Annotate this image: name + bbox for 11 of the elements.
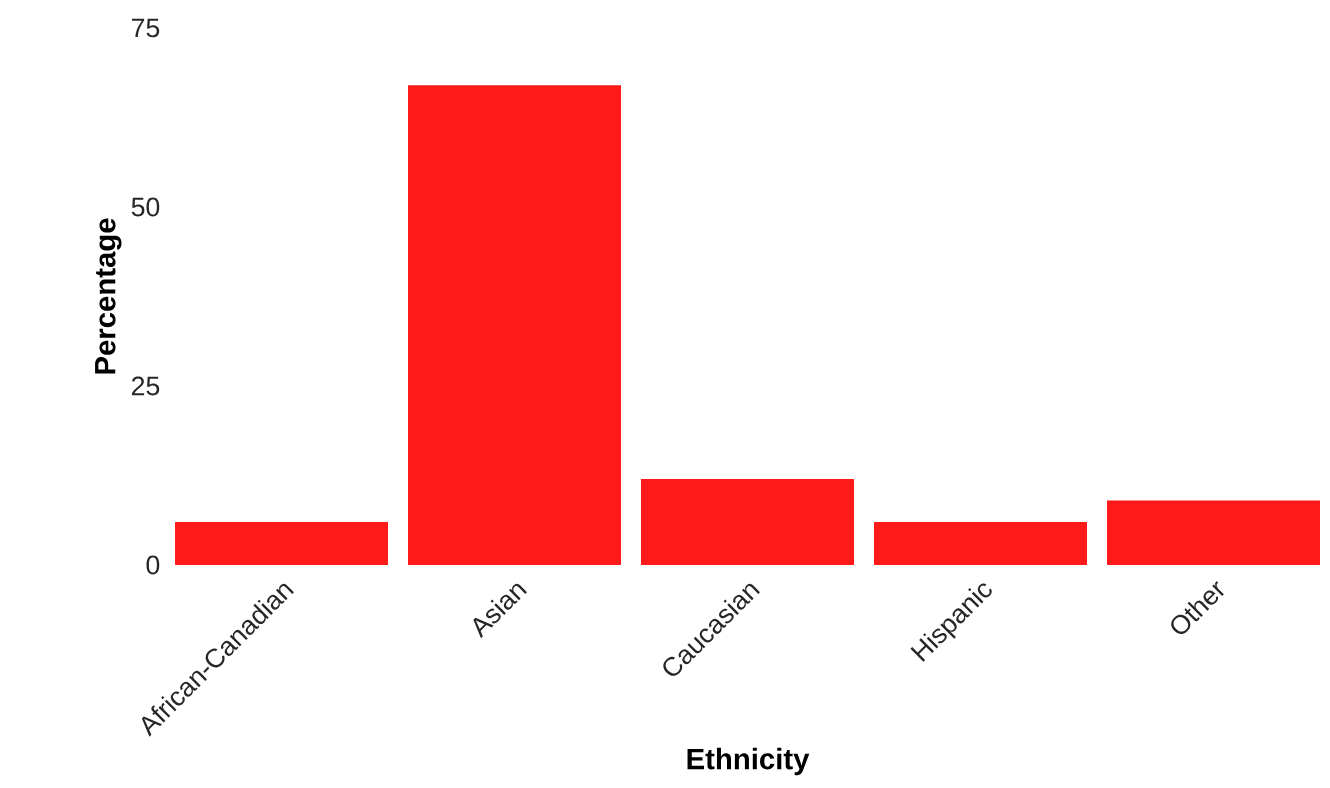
y-tick-label: 50: [131, 197, 160, 217]
bar: [641, 479, 855, 565]
x-axis-title: Ethnicity: [687, 747, 810, 776]
y-tick-label: 75: [132, 18, 160, 38]
y-tick-label: 25: [131, 376, 160, 396]
y-tick-label: 0: [146, 555, 160, 575]
y-axis-title: Percentage: [95, 218, 122, 374]
bar: [175, 522, 389, 565]
bar: [1107, 500, 1321, 565]
bar: [874, 522, 1087, 565]
bar: [408, 85, 622, 565]
